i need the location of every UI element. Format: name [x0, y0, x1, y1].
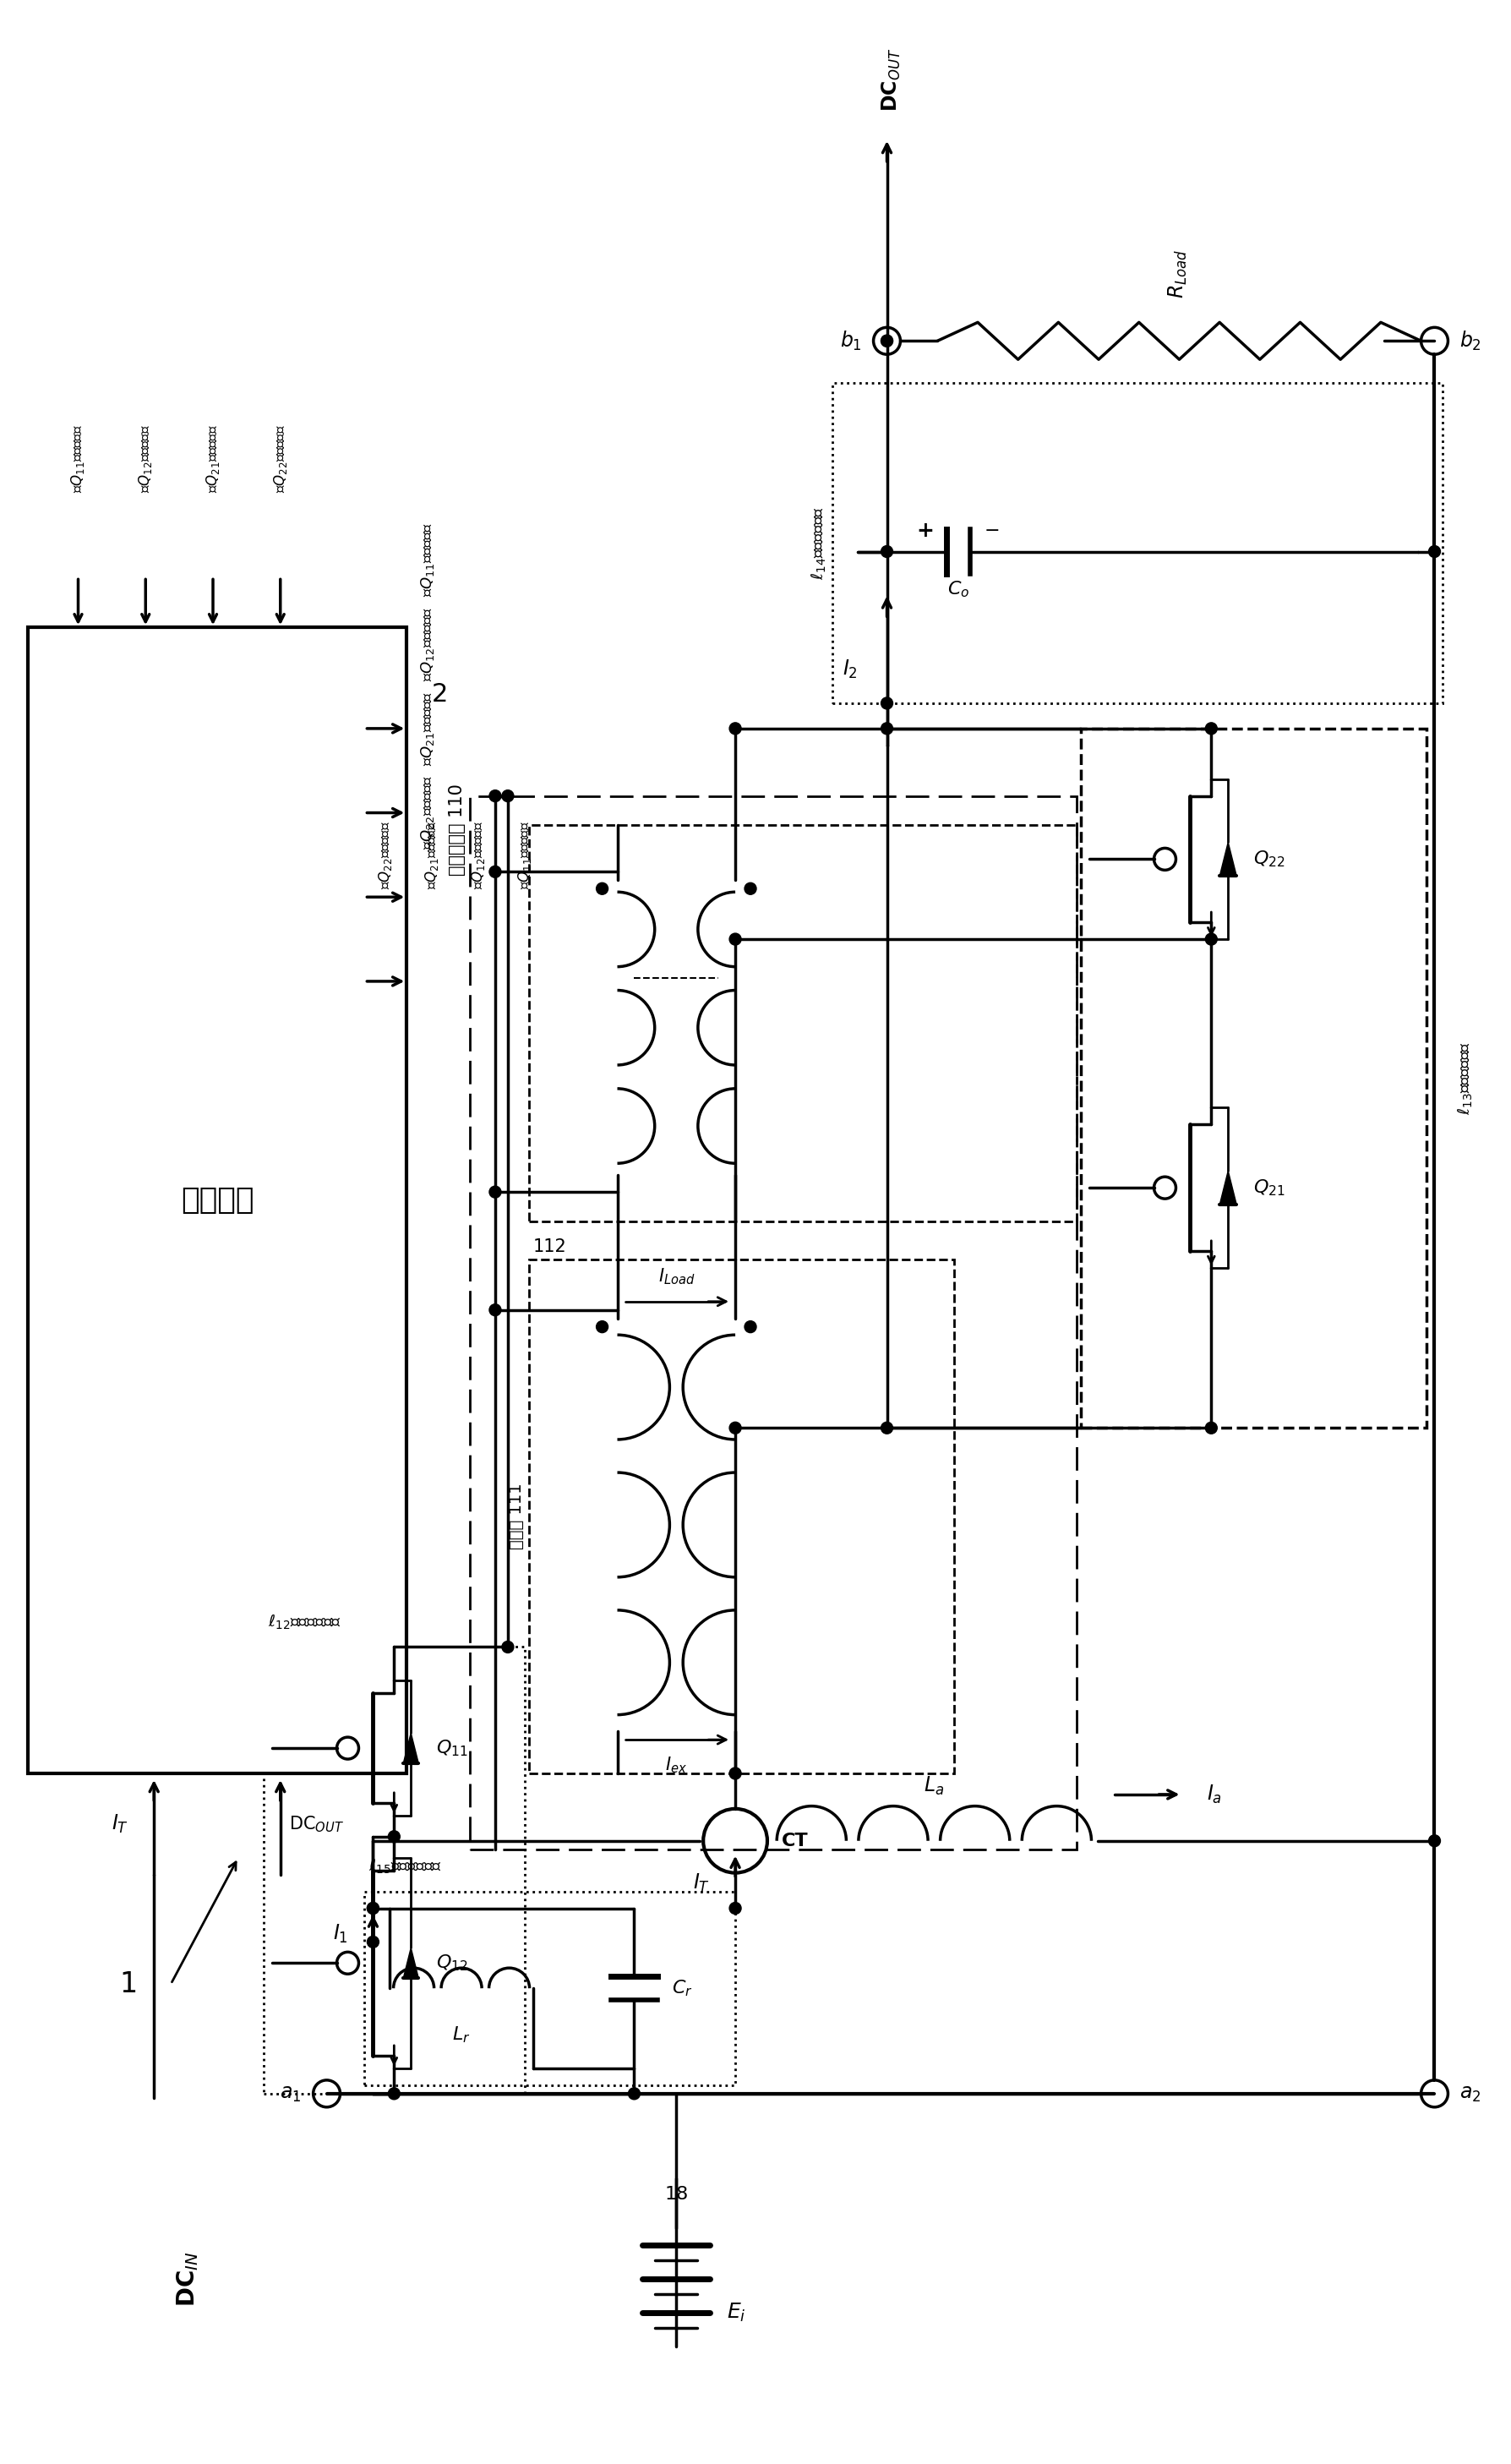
Text: 至$Q_{22}$的控制端子: 至$Q_{22}$的控制端子 — [272, 424, 289, 493]
Circle shape — [745, 1321, 757, 1333]
Bar — [27, 628, 406, 1774]
Text: $Q_{12}$: $Q_{12}$ — [437, 1954, 468, 1974]
Text: $E_i$: $E_i$ — [727, 2301, 746, 2324]
Circle shape — [367, 1902, 379, 1915]
Circle shape — [597, 882, 607, 894]
Text: 112: 112 — [533, 1239, 567, 1254]
Text: $\ell_{12}$（开关电路）: $\ell_{12}$（开关电路） — [267, 1611, 341, 1631]
Text: $I_T$: $I_T$ — [694, 1873, 710, 1895]
Circle shape — [367, 1902, 379, 1915]
Text: $Q_{21}$: $Q_{21}$ — [1254, 1178, 1286, 1198]
Text: $\ell_{15}$（共振电路）: $\ell_{15}$（共振电路） — [369, 1858, 443, 1875]
Text: 至$Q_{21}$的控制端子: 至$Q_{21}$的控制端子 — [423, 821, 440, 890]
Circle shape — [881, 722, 893, 734]
Text: $Q_{11}$: $Q_{11}$ — [437, 1737, 468, 1759]
Text: CT: CT — [781, 1833, 808, 1850]
Text: 至$Q_{12}$的控制端子: 至$Q_{12}$的控制端子 — [470, 821, 487, 890]
Text: 18: 18 — [665, 2186, 688, 2203]
Circle shape — [1206, 1422, 1218, 1434]
Circle shape — [490, 791, 502, 801]
Polygon shape — [403, 1949, 419, 1979]
Circle shape — [730, 934, 742, 946]
Bar — [1080, 729, 1426, 1429]
Circle shape — [1206, 934, 1218, 946]
Circle shape — [881, 335, 893, 347]
Text: 理想変圧器 110: 理想変圧器 110 — [449, 784, 465, 875]
Text: 2: 2 — [432, 683, 449, 707]
Text: $a_2$: $a_2$ — [1460, 2085, 1481, 2104]
Text: $I_2$: $I_2$ — [842, 658, 857, 680]
Polygon shape — [403, 1732, 419, 1764]
Text: $L_r$: $L_r$ — [452, 2025, 470, 2045]
Circle shape — [502, 1641, 514, 1653]
Circle shape — [881, 335, 893, 347]
Bar — [364, 1892, 736, 2085]
Circle shape — [881, 545, 893, 557]
Text: 変圧器 111: 変圧器 111 — [509, 1483, 524, 1550]
Text: 至$Q_{12}$的控制端子: 至$Q_{12}$的控制端子 — [138, 424, 154, 493]
Bar — [470, 796, 1076, 1850]
Circle shape — [730, 1902, 742, 1915]
Circle shape — [730, 1767, 742, 1779]
Text: $R_{Load}$: $R_{Load}$ — [1166, 249, 1189, 298]
Text: $b_1$: $b_1$ — [840, 330, 861, 352]
Circle shape — [629, 2087, 641, 2099]
Text: 至$Q_{21}$的控制端子: 至$Q_{21}$的控制端子 — [204, 424, 222, 493]
Circle shape — [881, 1422, 893, 1434]
Bar — [833, 382, 1443, 702]
Text: DC$_{IN}$: DC$_{IN}$ — [175, 2252, 201, 2306]
Circle shape — [597, 1321, 607, 1333]
Text: $I_1$: $I_1$ — [332, 1922, 348, 1944]
Text: 至$Q_{21}$的控制端子: 至$Q_{21}$的控制端子 — [420, 692, 437, 766]
Text: $I_T$: $I_T$ — [112, 1814, 128, 1836]
Polygon shape — [1219, 843, 1236, 877]
Text: $L_a$: $L_a$ — [923, 1774, 944, 1796]
Text: 1: 1 — [119, 1971, 138, 1998]
Circle shape — [388, 1831, 400, 1843]
Text: $I_a$: $I_a$ — [1207, 1784, 1222, 1806]
Text: $I_{Load}$: $I_{Load}$ — [657, 1266, 695, 1286]
Circle shape — [490, 1303, 502, 1316]
Bar — [529, 825, 1076, 1222]
Circle shape — [490, 865, 502, 877]
Text: $a_1$: $a_1$ — [280, 2085, 301, 2104]
Text: 至$Q_{22}$的控制端子: 至$Q_{22}$的控制端子 — [378, 821, 394, 890]
Circle shape — [1428, 545, 1440, 557]
Circle shape — [730, 1422, 742, 1434]
Circle shape — [490, 1185, 502, 1198]
Text: $Q_{22}$: $Q_{22}$ — [1254, 850, 1286, 870]
Text: −: − — [984, 522, 1000, 540]
Circle shape — [367, 1937, 379, 1949]
Circle shape — [1428, 1836, 1440, 1846]
Circle shape — [1206, 722, 1218, 734]
Circle shape — [502, 791, 514, 801]
Text: DC$_{OUT}$: DC$_{OUT}$ — [289, 1814, 343, 1833]
Text: DC$_{OUT}$: DC$_{OUT}$ — [879, 47, 902, 111]
Text: 控制电路: 控制电路 — [181, 1185, 254, 1215]
Circle shape — [881, 697, 893, 710]
Text: 至$Q_{22}$的控制端子: 至$Q_{22}$的控制端子 — [420, 776, 437, 850]
Text: $\ell_{14}$（平滑电路）: $\ell_{14}$（平滑电路） — [808, 505, 828, 579]
Circle shape — [745, 882, 757, 894]
Text: 至$Q_{11}$的控制端子: 至$Q_{11}$的控制端子 — [420, 522, 437, 596]
Bar — [529, 1259, 955, 1774]
Text: $b_2$: $b_2$ — [1460, 330, 1482, 352]
Text: +: + — [916, 520, 934, 540]
Text: 至$Q_{11}$的控制端子: 至$Q_{11}$的控制端子 — [517, 821, 533, 890]
Circle shape — [730, 722, 742, 734]
Polygon shape — [1219, 1170, 1236, 1205]
Text: 至$Q_{12}$的控制端子: 至$Q_{12}$的控制端子 — [420, 606, 437, 680]
Text: 至$Q_{11}$的控制端子: 至$Q_{11}$的控制端子 — [70, 424, 86, 493]
Circle shape — [388, 2087, 400, 2099]
Bar — [263, 1646, 524, 2094]
Text: $I_{ex}$: $I_{ex}$ — [665, 1754, 688, 1774]
Text: $\ell_{13}$（整流电路）: $\ell_{13}$（整流电路） — [1455, 1042, 1475, 1116]
Text: $C_r$: $C_r$ — [672, 1979, 694, 1998]
Text: $C_o$: $C_o$ — [947, 579, 970, 599]
